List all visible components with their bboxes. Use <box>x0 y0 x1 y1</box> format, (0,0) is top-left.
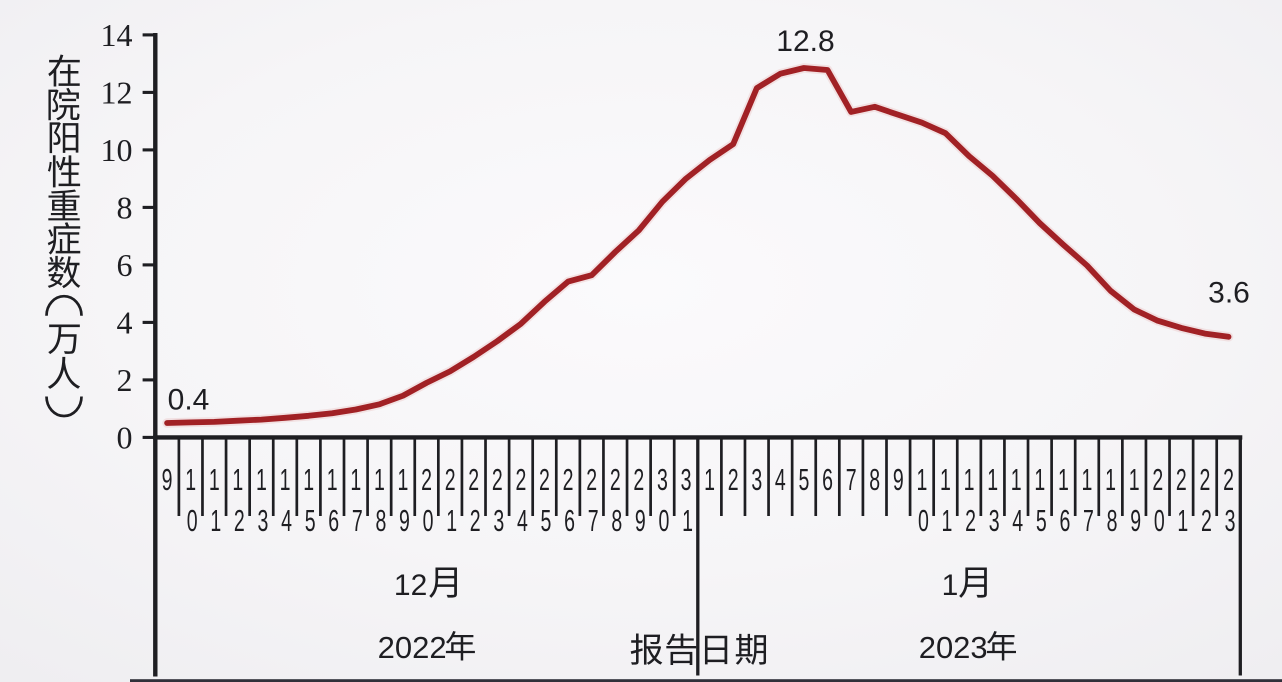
svg-text:3: 3 <box>1225 505 1236 539</box>
svg-text:1: 1 <box>1129 463 1140 497</box>
svg-text:9: 9 <box>635 505 646 539</box>
svg-text:1: 1 <box>940 463 951 497</box>
svg-text:2023: 2023 <box>919 630 988 665</box>
svg-text:2: 2 <box>1199 463 1210 497</box>
svg-text:2: 2 <box>515 463 526 497</box>
svg-text:4: 4 <box>117 304 133 340</box>
svg-text:5: 5 <box>541 505 552 539</box>
svg-text:2: 2 <box>492 463 503 497</box>
svg-text:8: 8 <box>611 505 622 539</box>
svg-text:0.4: 0.4 <box>168 384 210 417</box>
svg-text:8: 8 <box>1107 505 1118 539</box>
svg-text:2: 2 <box>610 463 621 497</box>
svg-text:1: 1 <box>398 463 409 497</box>
svg-text:3: 3 <box>493 505 504 539</box>
svg-text:1: 1 <box>209 463 220 497</box>
svg-text:1: 1 <box>942 505 953 539</box>
svg-text:1: 1 <box>374 463 385 497</box>
svg-text:12: 12 <box>394 569 427 602</box>
svg-text:3: 3 <box>657 463 668 497</box>
svg-text:2: 2 <box>1223 463 1234 497</box>
svg-text:10: 10 <box>101 132 133 168</box>
svg-text:1: 1 <box>1058 463 1069 497</box>
svg-text:14: 14 <box>101 17 133 53</box>
svg-text:0: 0 <box>117 419 133 455</box>
svg-text:2: 2 <box>445 463 456 497</box>
svg-text:9: 9 <box>1130 505 1141 539</box>
svg-text:1: 1 <box>916 463 927 497</box>
svg-text:12: 12 <box>101 74 133 110</box>
svg-text:6: 6 <box>564 505 575 539</box>
svg-text:1: 1 <box>682 505 693 539</box>
svg-text:0: 0 <box>918 505 929 539</box>
svg-text:2: 2 <box>1176 463 1187 497</box>
svg-text:1: 1 <box>964 463 975 497</box>
svg-text:2: 2 <box>468 463 479 497</box>
svg-text:1: 1 <box>1105 463 1116 497</box>
svg-text:0: 0 <box>1154 505 1165 539</box>
svg-text:4: 4 <box>775 463 786 497</box>
svg-text:7: 7 <box>352 505 363 539</box>
svg-text:2: 2 <box>539 463 550 497</box>
svg-text:8: 8 <box>869 463 880 497</box>
svg-text:7: 7 <box>588 505 599 539</box>
svg-text:3.6: 3.6 <box>1208 276 1250 309</box>
svg-text:3: 3 <box>751 463 762 497</box>
svg-text:1: 1 <box>704 463 715 497</box>
svg-text:2: 2 <box>117 362 133 398</box>
svg-text:2: 2 <box>586 463 597 497</box>
svg-text:1: 1 <box>1082 463 1093 497</box>
svg-text:1: 1 <box>280 463 291 497</box>
svg-text:6: 6 <box>1059 505 1070 539</box>
svg-text:7: 7 <box>1083 505 1094 539</box>
svg-text:2: 2 <box>1201 505 1212 539</box>
svg-text:5: 5 <box>305 505 316 539</box>
svg-text:1: 1 <box>232 463 243 497</box>
svg-text:6: 6 <box>822 463 833 497</box>
svg-text:3: 3 <box>681 463 692 497</box>
svg-text:1: 1 <box>256 463 267 497</box>
svg-text:1: 1 <box>210 505 221 539</box>
svg-text:1: 1 <box>185 463 196 497</box>
svg-text:3: 3 <box>989 505 1000 539</box>
svg-text:1: 1 <box>446 505 457 539</box>
svg-text:1: 1 <box>987 463 998 497</box>
svg-text:7: 7 <box>846 463 857 497</box>
svg-text:0: 0 <box>187 505 198 539</box>
svg-text:1: 1 <box>327 463 338 497</box>
svg-text:4: 4 <box>1012 505 1023 539</box>
svg-text:4: 4 <box>517 505 528 539</box>
svg-text:1: 1 <box>1034 463 1045 497</box>
svg-text:8: 8 <box>117 189 133 225</box>
svg-text:5: 5 <box>1036 505 1047 539</box>
svg-text:6: 6 <box>117 247 133 283</box>
svg-text:5: 5 <box>799 463 810 497</box>
svg-text:2: 2 <box>421 463 432 497</box>
svg-text:2: 2 <box>965 505 976 539</box>
svg-text:9: 9 <box>399 505 410 539</box>
svg-text:2: 2 <box>563 463 574 497</box>
svg-text:9: 9 <box>893 463 904 497</box>
svg-text:2: 2 <box>728 463 739 497</box>
svg-text:1: 1 <box>1177 505 1188 539</box>
svg-text:2022: 2022 <box>378 630 447 665</box>
svg-text:1: 1 <box>942 569 959 602</box>
svg-text:12.8: 12.8 <box>776 25 834 58</box>
svg-text:6: 6 <box>328 505 339 539</box>
svg-text:1: 1 <box>350 463 361 497</box>
svg-text:8: 8 <box>375 505 386 539</box>
svg-text:4: 4 <box>281 505 292 539</box>
svg-text:2: 2 <box>470 505 481 539</box>
svg-text:2: 2 <box>1152 463 1163 497</box>
svg-text:2: 2 <box>234 505 245 539</box>
svg-text:0: 0 <box>658 505 669 539</box>
svg-text:2: 2 <box>633 463 644 497</box>
svg-text:0: 0 <box>423 505 434 539</box>
svg-text:9: 9 <box>162 463 173 497</box>
svg-text:1: 1 <box>303 463 314 497</box>
svg-text:3: 3 <box>258 505 269 539</box>
svg-text:1: 1 <box>1011 463 1022 497</box>
